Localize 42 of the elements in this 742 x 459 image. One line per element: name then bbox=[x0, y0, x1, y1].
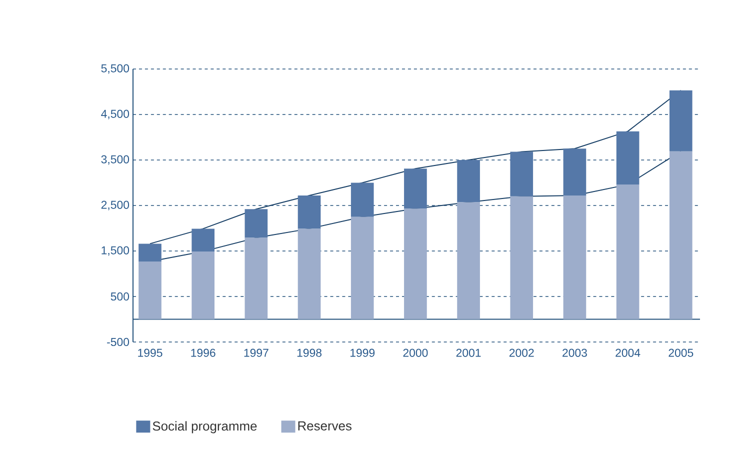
bar bbox=[616, 184, 640, 320]
bar bbox=[669, 151, 692, 320]
bar bbox=[298, 228, 321, 320]
y-tick-label: 4,500 bbox=[101, 110, 130, 120]
bar bbox=[510, 152, 534, 196]
y-tick-label: 3,500 bbox=[101, 155, 130, 165]
x-tick-label: 2000 bbox=[403, 348, 428, 357]
legend-label: Social programme bbox=[152, 421, 257, 434]
x-tick-label: 1996 bbox=[191, 348, 216, 357]
bar bbox=[244, 238, 268, 320]
x-tick-label: 1998 bbox=[297, 348, 322, 357]
x-tick-label: 2004 bbox=[616, 348, 640, 357]
y-tick-label: 500 bbox=[110, 292, 130, 301]
y-tick-label: 5,500 bbox=[101, 64, 130, 74]
x-tick-label: 2002 bbox=[509, 348, 534, 357]
bar bbox=[510, 196, 534, 320]
bar bbox=[457, 202, 480, 320]
bar bbox=[404, 208, 427, 320]
bar bbox=[563, 148, 586, 196]
bar bbox=[404, 168, 427, 209]
x-tick-label: 2001 bbox=[456, 348, 481, 357]
x-tick-label: 2003 bbox=[562, 348, 587, 357]
bar bbox=[192, 251, 215, 320]
x-tick-label: 1995 bbox=[138, 348, 162, 357]
bar bbox=[350, 182, 374, 217]
bar bbox=[669, 90, 692, 152]
bar bbox=[192, 228, 215, 252]
x-tick-label: 1999 bbox=[350, 348, 375, 357]
bar bbox=[298, 195, 321, 229]
x-tick-label: 1997 bbox=[244, 348, 268, 357]
bar bbox=[616, 131, 640, 185]
bar bbox=[138, 244, 162, 262]
bar bbox=[138, 261, 162, 320]
bar bbox=[563, 195, 586, 320]
bar bbox=[457, 160, 480, 202]
x-tick-label: 2005 bbox=[668, 348, 694, 357]
bar bbox=[350, 216, 374, 320]
y-tick-label: 1,500 bbox=[102, 246, 130, 256]
y-tick-label: -500 bbox=[107, 338, 130, 346]
legend-label: Reserves bbox=[298, 421, 352, 430]
y-tick-label: 2,500 bbox=[101, 200, 130, 210]
bar bbox=[244, 209, 268, 238]
